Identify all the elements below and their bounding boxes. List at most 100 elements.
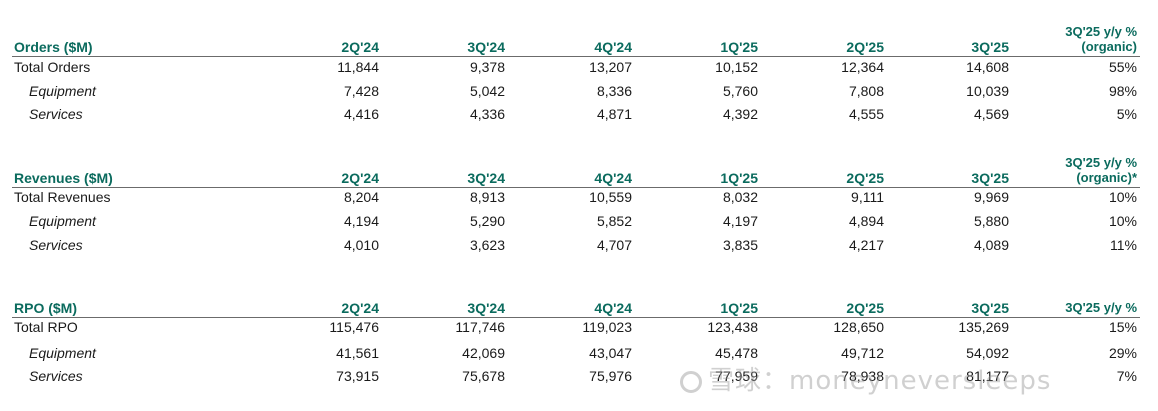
- table-cell: 4,416: [343, 106, 379, 122]
- column-header: 1Q'25: [720, 39, 758, 55]
- watermark-text: 雪球：moneyneversleeps: [708, 366, 1052, 396]
- column-header: 2Q'24: [341, 300, 379, 316]
- revenues-title: Revenues ($M): [14, 170, 113, 186]
- column-header: 1Q'25: [720, 300, 758, 316]
- table-row: Services 4,416 4,336 4,871 4,392 4,555 4…: [0, 104, 1158, 124]
- table-cell: 5,290: [469, 213, 505, 229]
- table-cell: 4,871: [596, 106, 632, 122]
- column-header: 2Q'24: [341, 170, 379, 186]
- orders-yoy-header-line2: (organic): [1081, 39, 1137, 54]
- yoy-cell: 55%: [1108, 59, 1137, 75]
- table-row: Total Revenues 8,204 8,913 10,559 8,032 …: [0, 187, 1158, 207]
- table-cell: 4,197: [722, 213, 758, 229]
- yoy-cell: 10%: [1108, 213, 1137, 229]
- orders-header-row: Orders ($M) 2Q'24 3Q'24 4Q'24 1Q'25 2Q'2…: [0, 37, 1158, 57]
- table-cell: 49,712: [841, 345, 884, 361]
- table-cell: 4,194: [343, 213, 379, 229]
- table-cell: 4,336: [469, 106, 505, 122]
- table-row: Equipment 4,194 5,290 5,852 4,197 4,894 …: [0, 211, 1158, 231]
- table-cell: 9,969: [973, 189, 1009, 205]
- table-cell: 119,023: [582, 319, 632, 335]
- column-header: 1Q'25: [720, 170, 758, 186]
- header-divider: [12, 317, 1140, 318]
- row-label: Total Revenues: [14, 189, 111, 205]
- table-cell: 4,555: [848, 106, 884, 122]
- column-header: 3Q'24: [467, 170, 505, 186]
- table-row: Services 73,915 75,678 75,976 77,959 78,…: [0, 366, 1158, 386]
- revenues-yoy-header-line1: 3Q'25 y/y %: [1065, 155, 1137, 170]
- row-label: Total RPO: [14, 319, 78, 335]
- table-cell: 73,915: [336, 368, 379, 384]
- column-header: 2Q'25: [846, 170, 884, 186]
- yoy-cell: 15%: [1108, 319, 1137, 335]
- rpo-yoy-header: 3Q'25 y/y %: [1065, 300, 1137, 315]
- table-cell: 5,852: [596, 213, 632, 229]
- yoy-cell: 29%: [1108, 345, 1137, 361]
- rpo-title: RPO ($M): [14, 300, 77, 316]
- column-header: 2Q'25: [846, 300, 884, 316]
- table-cell: 8,913: [469, 189, 505, 205]
- yoy-cell: 98%: [1108, 83, 1137, 99]
- column-header: 2Q'24: [341, 39, 379, 55]
- table-cell: 3,835: [722, 237, 758, 253]
- column-header: 3Q'25: [971, 300, 1009, 316]
- row-label: Services: [29, 237, 83, 253]
- table-cell: 43,047: [589, 345, 632, 361]
- column-header: 3Q'25: [971, 170, 1009, 186]
- yoy-cell: 10%: [1108, 189, 1137, 205]
- header-divider: [12, 56, 1140, 57]
- table-cell: 4,392: [722, 106, 758, 122]
- table-cell: 54,092: [966, 345, 1009, 361]
- table-cell: 5,880: [973, 213, 1009, 229]
- table-cell: 78,938: [841, 368, 884, 384]
- revenues-header-row: Revenues ($M) 2Q'24 3Q'24 4Q'24 1Q'25 2Q…: [0, 168, 1158, 188]
- table-cell: 75,678: [462, 368, 505, 384]
- table-cell: 12,364: [841, 59, 884, 75]
- table-cell: 77,959: [715, 368, 758, 384]
- table-cell: 81,177: [966, 368, 1009, 384]
- table-cell: 8,204: [343, 189, 379, 205]
- revenues-yoy-header-line2: (organic)*: [1076, 170, 1137, 185]
- table-cell: 4,707: [596, 237, 632, 253]
- snowball-logo-icon: [680, 370, 702, 393]
- table-cell: 10,559: [589, 189, 632, 205]
- table-cell: 5,760: [722, 83, 758, 99]
- table-cell: 5,042: [469, 83, 505, 99]
- column-header: 3Q'25: [971, 39, 1009, 55]
- column-header: 3Q'24: [467, 39, 505, 55]
- column-header: 4Q'24: [594, 170, 632, 186]
- table-cell: 7,808: [848, 83, 884, 99]
- table-row: Services 4,010 3,623 4,707 3,835 4,217 4…: [0, 235, 1158, 255]
- table-cell: 4,569: [973, 106, 1009, 122]
- table-row: Total RPO 115,476 117,746 119,023 123,43…: [0, 317, 1158, 337]
- row-label: Equipment: [29, 83, 96, 99]
- row-label: Equipment: [29, 213, 96, 229]
- column-header: 2Q'25: [846, 39, 884, 55]
- table-cell: 4,089: [973, 237, 1009, 253]
- table-cell: 10,152: [715, 59, 758, 75]
- table-row: Equipment 41,561 42,069 43,047 45,478 49…: [0, 343, 1158, 363]
- table-cell: 3,623: [469, 237, 505, 253]
- row-label: Total Orders: [14, 59, 91, 75]
- table-cell: 128,650: [833, 319, 884, 335]
- table-cell: 115,476: [329, 319, 379, 335]
- watermark: 雪球：moneyneversleeps: [680, 360, 1051, 397]
- table-cell: 123,438: [707, 319, 758, 335]
- table-cell: 75,976: [589, 368, 632, 384]
- column-header: 4Q'24: [594, 300, 632, 316]
- table-cell: 135,269: [958, 319, 1009, 335]
- yoy-cell: 5%: [1116, 106, 1137, 122]
- yoy-cell: 7%: [1116, 368, 1137, 384]
- table-cell: 4,217: [848, 237, 884, 253]
- table-cell: 9,111: [851, 189, 884, 205]
- rpo-header-row: RPO ($M) 2Q'24 3Q'24 4Q'24 1Q'25 2Q'25 3…: [0, 298, 1158, 318]
- table-cell: 41,561: [336, 345, 379, 361]
- column-header: 4Q'24: [594, 39, 632, 55]
- table-cell: 10,039: [966, 83, 1009, 99]
- table-cell: 8,032: [722, 189, 758, 205]
- table-row: Total Orders 11,844 9,378 13,207 10,152 …: [0, 57, 1158, 77]
- table-cell: 42,069: [462, 345, 505, 361]
- table-cell: 13,207: [589, 59, 632, 75]
- table-cell: 117,746: [455, 319, 505, 335]
- table-cell: 11,844: [337, 59, 379, 75]
